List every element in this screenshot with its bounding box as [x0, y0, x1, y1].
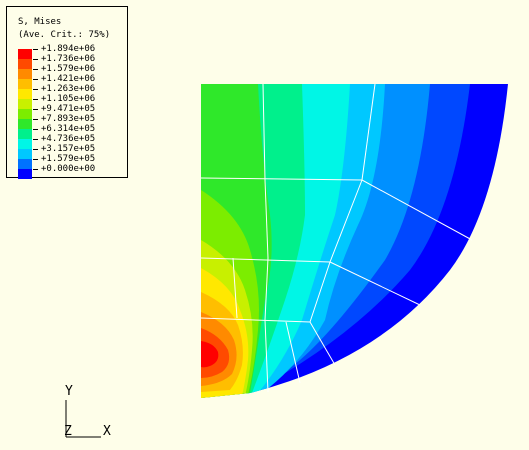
legend-value-label: +1.579e+05	[41, 154, 96, 164]
legend-tick	[33, 99, 38, 100]
legend-tick	[33, 159, 38, 160]
element-mesh	[200, 83, 473, 393]
legend-value-label: +1.421e+06	[41, 74, 96, 84]
legend-swatch	[18, 109, 32, 119]
legend-tick	[33, 109, 38, 110]
legend-swatch	[18, 69, 32, 79]
legend-swatch	[18, 139, 32, 149]
quarter-disk-part	[201, 84, 508, 398]
legend-value-label: +3.157e+05	[41, 144, 96, 154]
legend-swatch	[18, 59, 32, 69]
legend-value-label: +1.263e+06	[41, 84, 96, 94]
contour-band-max	[201, 341, 219, 368]
legend-tick	[33, 79, 38, 80]
legend-swatch	[18, 159, 32, 169]
legend-swatch	[18, 169, 32, 179]
legend-tick	[33, 59, 38, 60]
legend-tick	[33, 149, 38, 150]
legend-swatch	[18, 149, 32, 159]
legend-value-label: +0.000e+00	[41, 164, 96, 174]
legend-value-label: +4.736e+05	[41, 134, 96, 144]
legend-subtitle: (Ave. Crit.: 75%)	[18, 30, 111, 40]
legend-value-label: +6.314e+05	[41, 124, 96, 134]
legend-value-label: +1.894e+06	[41, 44, 96, 54]
legend-swatch	[18, 119, 32, 129]
legend-tick	[33, 169, 38, 170]
legend-value-label: +7.893e+05	[41, 114, 96, 124]
triad-y-label: Y	[65, 384, 73, 399]
legend-swatch	[18, 99, 32, 109]
legend-swatch	[18, 129, 32, 139]
legend-swatch	[18, 89, 32, 99]
legend-tick	[33, 89, 38, 90]
legend-swatch	[18, 79, 32, 89]
triad-x-label: X	[103, 424, 111, 439]
legend-swatch	[18, 49, 32, 59]
legend-title: S, Mises	[18, 17, 62, 27]
legend-tick	[33, 69, 38, 70]
triad-z-label: Z	[64, 424, 72, 439]
legend-tick	[33, 129, 38, 130]
legend-tick	[33, 139, 38, 140]
contour-legend: S, Mises (Ave. Crit.: 75%) +1.894e+06 +1.…	[6, 6, 128, 179]
legend-value-label: +1.736e+06	[41, 54, 96, 64]
legend-value-label: +1.579e+06	[41, 64, 96, 74]
legend-tick	[33, 119, 38, 120]
legend-tick	[33, 49, 38, 50]
legend-value-label: +9.471e+05	[41, 104, 96, 114]
legend-value-label: +1.105e+06	[41, 94, 96, 104]
